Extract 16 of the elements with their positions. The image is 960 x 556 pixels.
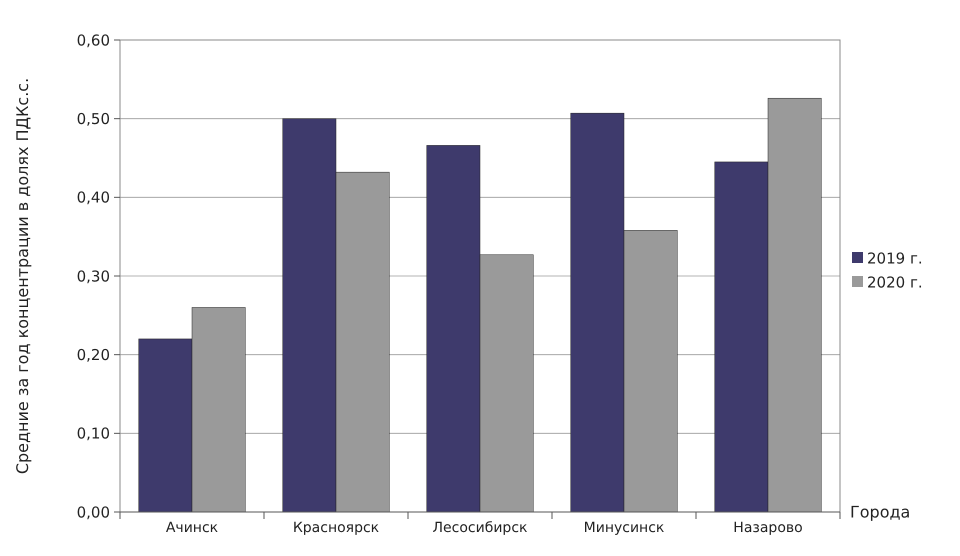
x-tick-label: Назарово xyxy=(733,520,803,536)
y-tick-label: 0,40 xyxy=(76,188,110,207)
x-axis-title: Города xyxy=(850,502,910,522)
x-tick-label: Лесосибирск xyxy=(432,520,528,536)
y-tick-label: 0,30 xyxy=(76,267,110,286)
x-tick-label: Минусинск xyxy=(584,520,664,536)
y-tick-label: 0,60 xyxy=(76,31,110,50)
x-tick-label: Красноярск xyxy=(292,520,380,536)
y-axis-title: Средние за год концентрации в долях ПДКс.с. xyxy=(13,78,32,474)
y-tick-label: 0,00 xyxy=(76,503,110,522)
y-tick-label: 0,10 xyxy=(76,424,110,443)
y-tick-label: 0,50 xyxy=(76,110,110,128)
legend-label: 2019 г. xyxy=(867,249,923,268)
legend-label: 2020 г. xyxy=(867,273,923,292)
y-tick-label: 0,20 xyxy=(76,346,110,364)
x-tick-label: Ачинск xyxy=(166,520,218,536)
